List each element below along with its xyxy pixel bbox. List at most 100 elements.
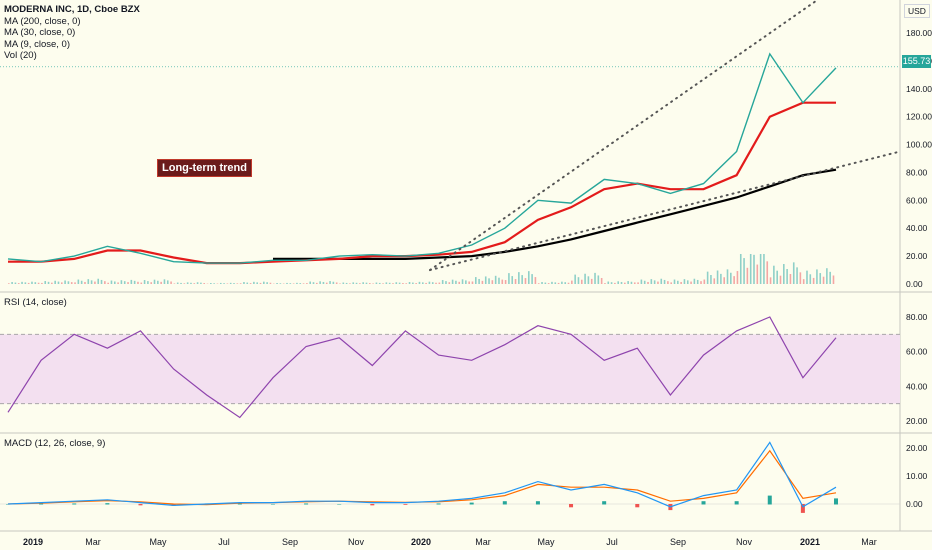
volume-bar: [792, 262, 795, 284]
volume-bar: [783, 264, 785, 284]
volume-bar: [461, 279, 464, 284]
volume-bar: [54, 280, 56, 284]
volume-bar: [110, 280, 113, 284]
volume-bar: [183, 283, 186, 284]
volume-bar: [302, 283, 305, 284]
time-tick-label: Jul: [606, 537, 618, 547]
volume-bar: [415, 283, 417, 284]
volume-bar: [428, 281, 431, 284]
volume-bar: [723, 277, 725, 284]
volume-bar: [8, 283, 10, 284]
volume-bar: [64, 280, 66, 284]
volume-bar: [600, 278, 603, 284]
volume-bar: [405, 283, 408, 284]
macd-histogram-bar: [701, 501, 706, 505]
macd-histogram-bar: [502, 501, 507, 505]
macd-histogram-bar: [734, 501, 739, 505]
volume-bar: [650, 279, 653, 284]
volume-bar: [127, 282, 129, 284]
volume-bar: [80, 280, 83, 284]
volume-bar: [809, 274, 812, 284]
volume-bar: [826, 268, 828, 284]
volume-bar: [620, 281, 623, 284]
volume-bar: [113, 281, 116, 284]
price-tick-label: 20.00: [906, 251, 928, 261]
volume-bar: [117, 282, 119, 284]
volume-bar: [743, 258, 745, 284]
price-tick-label: 60.00: [906, 195, 928, 205]
volume-bar: [378, 282, 381, 284]
time-tick-label: Mar: [85, 537, 101, 547]
time-tick-label: Nov: [736, 537, 753, 547]
volume-bar: [630, 281, 633, 284]
volume-bar: [316, 282, 318, 284]
volume-bar: [143, 280, 146, 284]
volume-bar: [465, 280, 467, 284]
volume-bar: [233, 283, 235, 284]
volume-bar: [329, 281, 331, 284]
upper-trendline: [429, 0, 820, 272]
volume-bar: [624, 282, 626, 284]
volume-bar: [474, 277, 477, 284]
volume-bar: [637, 282, 639, 284]
volume-bar: [478, 278, 480, 284]
volume-bar: [335, 282, 338, 284]
volume-bar: [362, 282, 364, 284]
time-tick-label: Mar: [861, 537, 877, 547]
volume-bar: [730, 272, 732, 284]
volume-bar: [412, 282, 414, 284]
volume-bar: [716, 270, 719, 284]
volume-bar: [564, 282, 567, 284]
volume-bar: [773, 265, 775, 284]
volume-bar: [213, 283, 215, 284]
price-tick-label: 40.00: [906, 223, 928, 233]
macd-histogram-bar: [635, 504, 640, 508]
time-tick-label: Nov: [348, 537, 365, 547]
rsi-label: RSI (14, close): [4, 297, 67, 308]
volume-bar: [710, 275, 712, 284]
macd-histogram-bar: [569, 504, 574, 508]
volume-bar: [617, 281, 620, 284]
volume-bar: [57, 281, 60, 284]
macd-histogram-bar: [105, 503, 110, 505]
volume-bar: [322, 281, 325, 284]
time-tick-label: Sep: [670, 537, 686, 547]
volume-bar: [567, 282, 570, 284]
volume-bar: [521, 275, 523, 284]
volume-bar: [756, 264, 759, 284]
currency-button[interactable]: USD: [904, 4, 930, 18]
volume-bar: [51, 282, 53, 284]
volume-bar: [306, 283, 308, 284]
macd-histogram-bar: [270, 504, 275, 505]
macd-tick-label: 20.00: [906, 443, 928, 453]
volume-bar: [123, 281, 126, 284]
price-tick-label: 0.00: [906, 279, 923, 289]
volume-bar: [763, 254, 765, 284]
ma30-line: [8, 101, 836, 265]
volume-bar: [94, 281, 96, 284]
volume-bar: [239, 283, 242, 284]
macd-histogram-bar: [237, 503, 242, 505]
volume-bar: [693, 278, 696, 284]
volume-bar: [27, 282, 30, 284]
volume-bar: [802, 279, 805, 284]
volume-bar: [359, 283, 361, 284]
volume-bar: [468, 281, 470, 284]
lower-trendline: [429, 150, 901, 272]
volume-bar: [422, 282, 424, 284]
volume-bar: [527, 271, 530, 284]
volume-bar: [643, 280, 646, 284]
legend-ma30: MA (30, close, 0): [4, 27, 76, 38]
volume-bar: [153, 279, 156, 284]
volume-bar: [319, 281, 321, 284]
volume-bar: [34, 282, 37, 284]
volume-bar: [133, 280, 136, 284]
volume-bar: [200, 282, 202, 284]
volume-bar: [736, 271, 739, 284]
volume-bar: [547, 283, 550, 284]
volume-bar: [24, 282, 27, 284]
volume-bar: [87, 279, 90, 284]
volume-bar: [680, 281, 682, 284]
